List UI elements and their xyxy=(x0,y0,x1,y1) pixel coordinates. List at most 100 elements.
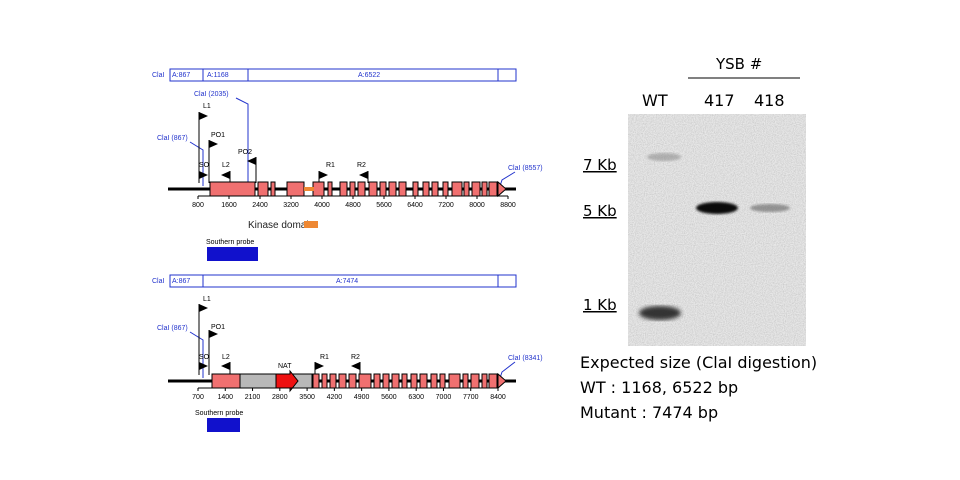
primer-l1-flag-icon xyxy=(199,304,208,312)
primer-so-flag-icon xyxy=(199,362,208,370)
exon-block xyxy=(410,373,418,389)
wt-fragment-label: A:6522 xyxy=(358,72,380,79)
primer-r2-label: R2 xyxy=(357,162,366,169)
axis-tick-label: 6400 xyxy=(407,202,423,209)
wt-fragment-label: A:867 xyxy=(172,72,190,79)
primer-po1-flag-icon xyxy=(209,140,218,148)
southern-blot: YSB # WT 417 418 7 Kb 5 Kb 1 Kb Expected… xyxy=(580,55,817,422)
mutant-map: ClaI A:867 A:7474 ClaI (867) ClaI (8341)… xyxy=(152,274,543,432)
band-wt-7kb xyxy=(647,153,681,161)
exon-block xyxy=(412,181,419,197)
primer-l1-label: L1 xyxy=(203,296,211,303)
exon-block xyxy=(348,373,357,389)
axis-tick-label: 4900 xyxy=(354,394,370,401)
nat-label: NAT xyxy=(278,363,292,370)
primer-r2-flag-icon xyxy=(359,171,368,179)
exon-block xyxy=(357,181,366,197)
wt-clai-site-8557: ClaI (8557) xyxy=(508,165,543,172)
primer-po1-label: PO1 xyxy=(211,132,225,139)
mut-end-arrow-icon xyxy=(497,372,507,390)
primer-so-label: SO xyxy=(199,354,210,361)
wt-map: ClaI A:867 A:1168 A:6522 ClaI (2035) Cla… xyxy=(152,68,543,261)
exon-block xyxy=(257,181,269,197)
exon-block xyxy=(286,181,305,197)
primer-po2-flag-icon xyxy=(247,157,256,165)
wt-clai-leader xyxy=(235,97,249,186)
kinase-domain-marker xyxy=(304,187,314,191)
exon-block xyxy=(327,181,333,197)
mut-clai-leader xyxy=(499,361,516,379)
exon-block xyxy=(209,181,256,197)
exon-block xyxy=(373,373,381,389)
kinase-domain-label: Kinase domain xyxy=(248,220,314,231)
exon-block xyxy=(488,373,498,389)
exon-block xyxy=(321,373,328,389)
exon-block xyxy=(349,181,356,197)
axis-tick-label: 2400 xyxy=(252,202,268,209)
marker-5kb: 5 Kb xyxy=(583,202,617,220)
exon-block xyxy=(462,373,469,389)
exon-block xyxy=(388,181,397,197)
exon-block xyxy=(439,373,446,389)
primer-po1-label: PO1 xyxy=(211,324,225,331)
exon-block xyxy=(470,373,480,389)
band-417-5kb xyxy=(696,202,738,214)
exon-block xyxy=(448,373,461,389)
exon-block xyxy=(270,181,276,197)
mut-southern-probe-label: Southern probe xyxy=(195,410,243,417)
exon-block xyxy=(431,181,439,197)
mut-clai-left-label: ClaI xyxy=(152,278,165,285)
exon-block xyxy=(488,181,498,197)
primer-so-flag-icon xyxy=(199,171,208,179)
axis-tick-label: 700 xyxy=(192,394,204,401)
axis-tick-label: 2800 xyxy=(272,394,288,401)
exon-block xyxy=(422,181,430,197)
lane-label-wt: WT xyxy=(642,91,668,110)
primer-r1-flag-icon xyxy=(319,171,328,179)
axis-tick-label: 1400 xyxy=(217,394,233,401)
wt-end-arrow-icon xyxy=(497,180,507,198)
exon-block xyxy=(339,181,348,197)
axis-tick-label: 6300 xyxy=(408,394,424,401)
axis-tick-label: 3200 xyxy=(283,202,299,209)
exon-block xyxy=(481,181,488,197)
kinase-domain-swatch xyxy=(304,221,318,228)
lane-label-418: 418 xyxy=(754,91,785,110)
axis-tick-label: 5600 xyxy=(376,202,392,209)
primer-po1-flag-icon xyxy=(209,330,218,338)
primer-r1-label: R1 xyxy=(326,162,335,169)
primer-so-label: SO xyxy=(199,162,210,169)
axis-tick-label: 8400 xyxy=(490,394,506,401)
primer-po2-label: PO2 xyxy=(238,149,252,156)
wt-clai-leader xyxy=(499,171,516,187)
primer-r1-label: R1 xyxy=(320,354,329,361)
axis-tick-label: 3500 xyxy=(299,394,315,401)
mut-clai-site-8341: ClaI (8341) xyxy=(508,355,543,362)
exon-block xyxy=(312,181,325,197)
exon-block xyxy=(481,373,488,389)
band-wt-1kb xyxy=(639,306,681,320)
exon-block xyxy=(382,373,390,389)
mut-fragment-label: A:867 xyxy=(172,278,190,285)
marker-7kb: 7 Kb xyxy=(583,156,617,174)
exon-block xyxy=(451,181,463,197)
primer-l2-flag-icon xyxy=(221,362,230,370)
primer-l1-flag-icon xyxy=(199,112,208,120)
mut-exon-l-block xyxy=(211,373,241,389)
exon-block xyxy=(379,181,387,197)
caption-line-3: Mutant : 7474 bp xyxy=(580,403,718,422)
axis-tick-label: 4800 xyxy=(345,202,361,209)
primer-r2-flag-icon xyxy=(351,362,360,370)
primer-l1-label: L1 xyxy=(203,103,211,110)
exon-block xyxy=(358,373,372,389)
exon-block xyxy=(430,373,438,389)
exon-block xyxy=(419,373,428,389)
mut-clai-site-867: ClaI (867) xyxy=(157,325,188,332)
marker-1kb: 1 Kb xyxy=(583,296,617,314)
wt-southern-probe xyxy=(207,247,258,261)
mut-fragment-label: A:7474 xyxy=(336,278,358,285)
axis-tick-label: 8800 xyxy=(500,202,516,209)
axis-tick-label: 2100 xyxy=(245,394,261,401)
axis-tick-label: 5600 xyxy=(381,394,397,401)
exon-block xyxy=(442,181,449,197)
